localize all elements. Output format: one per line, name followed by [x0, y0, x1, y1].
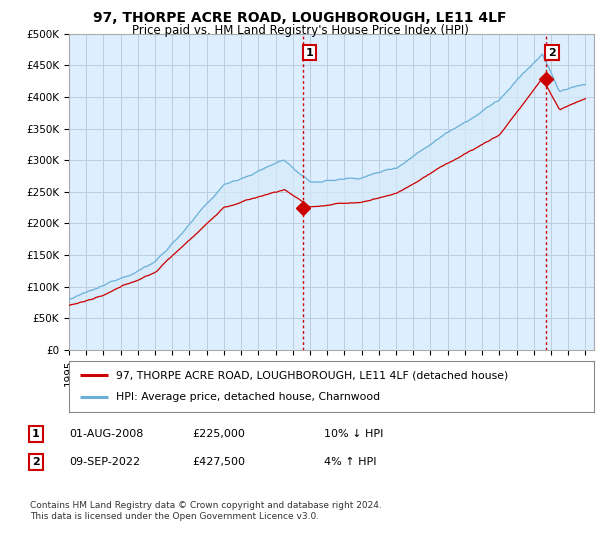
- Text: £427,500: £427,500: [192, 457, 245, 467]
- Text: 10% ↓ HPI: 10% ↓ HPI: [324, 429, 383, 439]
- Text: 2: 2: [548, 48, 556, 58]
- Text: 1: 1: [32, 429, 40, 439]
- Text: 97, THORPE ACRE ROAD, LOUGHBOROUGH, LE11 4LF (detached house): 97, THORPE ACRE ROAD, LOUGHBOROUGH, LE11…: [116, 370, 509, 380]
- Text: 01-AUG-2008: 01-AUG-2008: [69, 429, 143, 439]
- Text: 4% ↑ HPI: 4% ↑ HPI: [324, 457, 377, 467]
- Text: Contains HM Land Registry data © Crown copyright and database right 2024.
This d: Contains HM Land Registry data © Crown c…: [30, 501, 382, 521]
- Text: 09-SEP-2022: 09-SEP-2022: [69, 457, 140, 467]
- Text: Price paid vs. HM Land Registry's House Price Index (HPI): Price paid vs. HM Land Registry's House …: [131, 24, 469, 36]
- Text: 97, THORPE ACRE ROAD, LOUGHBOROUGH, LE11 4LF: 97, THORPE ACRE ROAD, LOUGHBOROUGH, LE11…: [93, 11, 507, 25]
- Text: 2: 2: [32, 457, 40, 467]
- Text: 1: 1: [305, 48, 313, 58]
- Text: £225,000: £225,000: [192, 429, 245, 439]
- Text: HPI: Average price, detached house, Charnwood: HPI: Average price, detached house, Char…: [116, 393, 380, 403]
